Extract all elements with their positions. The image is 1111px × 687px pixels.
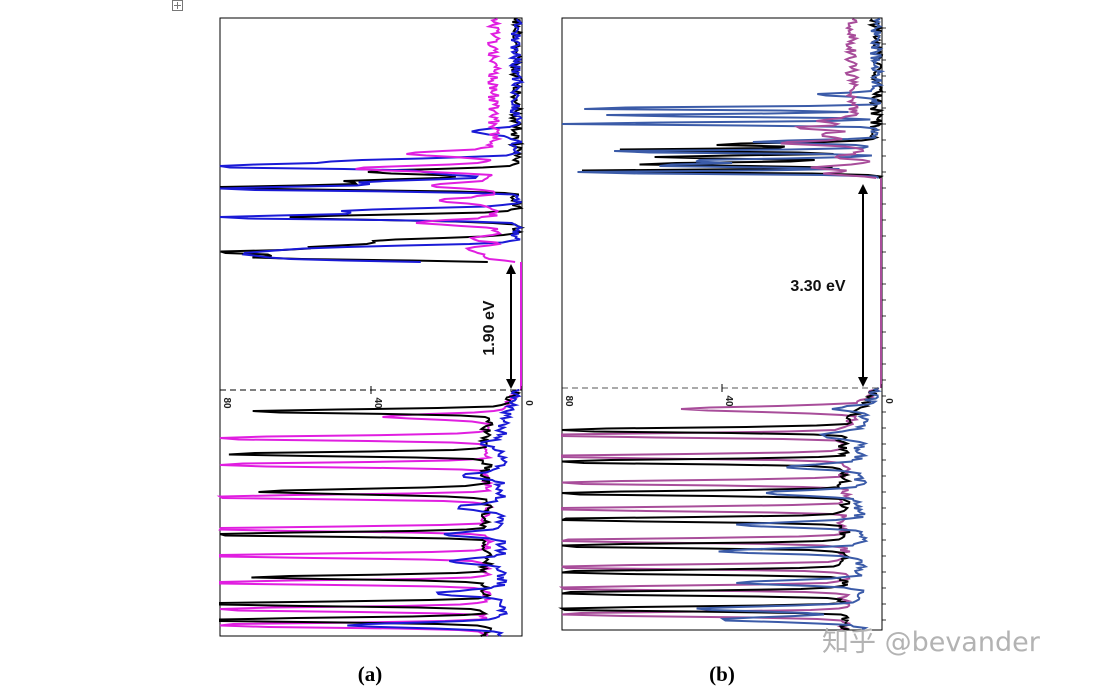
valence-blue-series: [347, 389, 522, 637]
panel-b-curves: [558, 18, 886, 631]
x-tick-label: 40: [372, 397, 383, 409]
panel-a-band-gap-label: 1.90 eV: [481, 300, 498, 355]
valence-black-series: [219, 389, 522, 637]
conduction-magenta-series: [780, 18, 877, 179]
panel-a-caption: (a): [358, 662, 383, 686]
watermark: 知乎 @bevander: [822, 627, 1041, 658]
x-tick-label: 40: [723, 395, 734, 407]
panel-b-x-ticks: 80 40 0: [561, 384, 894, 407]
x-tick-label: 80: [563, 395, 574, 407]
panel-b-band-gap-label: 3.30 eV: [790, 278, 845, 295]
x-tick-label: 0: [523, 400, 534, 406]
x-tick-label: 80: [221, 397, 232, 409]
conduction-black-series: [219, 18, 526, 263]
conduction-blue-series: [219, 18, 525, 263]
panel-a: 80 40 0 1.90 eV (a): [216, 17, 534, 686]
panel-b-gap-arrow-bottom-icon: [858, 377, 868, 387]
panel-a-gap-arrow-bottom-icon: [506, 379, 516, 389]
move-handle-icon[interactable]: [172, 0, 183, 11]
valence-magenta-series: [558, 387, 880, 631]
panel-a-x-ticks: 80 40 0: [219, 386, 534, 409]
conduction-magenta-series: [355, 18, 516, 263]
panel-b-gap-arrow-top-icon: [858, 184, 868, 194]
x-tick-label: 0: [883, 398, 894, 404]
panel-a-curves: [216, 18, 526, 637]
valence-blue-series: [696, 387, 882, 631]
conduction-blue-series: [561, 18, 886, 179]
panel-a-frame: [219, 17, 523, 637]
panel-a-gap-arrow-top-icon: [506, 264, 516, 274]
valence-black-series: [558, 387, 880, 631]
panel-b: 80 40 0 3.30 eV (b): [558, 17, 894, 686]
panel-b-caption: (b): [709, 662, 735, 686]
panel-b-right-axis-ticks: [882, 27, 886, 621]
